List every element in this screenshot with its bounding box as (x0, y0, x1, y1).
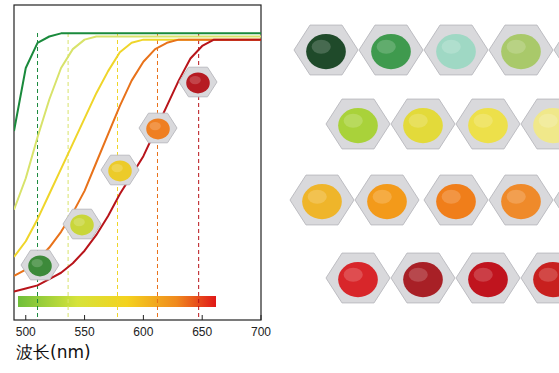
powder-highlight (111, 164, 122, 172)
curve (14, 40, 261, 292)
powder (468, 108, 508, 143)
hexagon (63, 209, 101, 239)
powder (468, 262, 508, 297)
powder (371, 34, 411, 69)
x-tick (202, 315, 203, 320)
hexagon (424, 175, 488, 225)
hexagon (391, 99, 455, 149)
x-tick (261, 315, 262, 320)
curve (14, 37, 261, 210)
powder (533, 108, 559, 143)
hexagon (456, 99, 520, 149)
hexagon (391, 253, 455, 303)
powder-highlight (308, 190, 327, 204)
powder (306, 34, 346, 69)
powder (338, 108, 378, 143)
powder-highlight (189, 76, 200, 84)
powder-highlight (507, 40, 526, 54)
powder-highlight (442, 190, 461, 204)
powder-highlight (474, 114, 493, 128)
powder (186, 73, 210, 94)
hexagon (554, 25, 559, 75)
hexagon (290, 175, 354, 225)
x-tick (143, 315, 144, 320)
powder (28, 256, 52, 277)
powder (403, 262, 443, 297)
powder-highlight (539, 114, 558, 128)
powder (367, 184, 407, 219)
plot-frame (14, 5, 261, 320)
powder-highlight (507, 190, 526, 204)
powder (302, 184, 342, 219)
hexagon (521, 99, 559, 149)
powder (436, 34, 476, 69)
hexagon (456, 253, 520, 303)
plot-area (14, 33, 261, 320)
powder-highlight (409, 268, 428, 282)
hexagon (424, 25, 488, 75)
powder-highlight (409, 114, 428, 128)
x-tick-label: 600 (133, 325, 153, 339)
x-axis-title: 波长(nm) (16, 342, 91, 362)
sample-thumbnails (21, 67, 217, 280)
powder (533, 262, 559, 297)
x-tick (25, 315, 26, 320)
hexagon (101, 155, 139, 185)
hexagon (355, 175, 419, 225)
powder (403, 108, 443, 143)
hexagon (326, 253, 390, 303)
hexagon (489, 175, 553, 225)
powder-highlight (344, 268, 363, 282)
powder (338, 262, 378, 297)
powder-highlight (312, 40, 331, 54)
powder-highlight (73, 218, 84, 226)
x-tick-label: 550 (75, 325, 95, 339)
hexagon (326, 99, 390, 149)
spectrum-bar (18, 296, 216, 307)
hexagon (21, 250, 59, 280)
powder-grid (290, 25, 559, 303)
reference-line (68, 33, 69, 320)
powder-highlight (149, 122, 160, 130)
powder-highlight (474, 268, 493, 282)
x-tick-label: 650 (192, 325, 212, 339)
powder-highlight (442, 40, 461, 54)
hexagon (179, 67, 217, 97)
powder (436, 184, 476, 219)
x-tick-label: 700 (251, 325, 271, 339)
powder-highlight (373, 190, 392, 204)
reference-line (157, 33, 158, 320)
curve (14, 40, 261, 276)
hexagon (521, 253, 559, 303)
powder-highlight (31, 259, 42, 267)
hexagon (359, 25, 423, 75)
x-tick (84, 315, 85, 320)
powder (108, 161, 132, 182)
powder (501, 184, 541, 219)
powder (146, 119, 170, 140)
x-tick-label: 500 (16, 325, 36, 339)
powder-highlight (539, 268, 558, 282)
powder-highlight (344, 114, 363, 128)
hexagon (489, 25, 553, 75)
powder (501, 34, 541, 69)
hexagon (139, 113, 177, 143)
powder (70, 215, 94, 236)
hexagon (554, 175, 559, 225)
curve (14, 33, 261, 131)
figure: 500 550 600 650 700 波长(nm) (0, 0, 559, 373)
hexagon (294, 25, 358, 75)
powder-highlight (377, 40, 396, 54)
